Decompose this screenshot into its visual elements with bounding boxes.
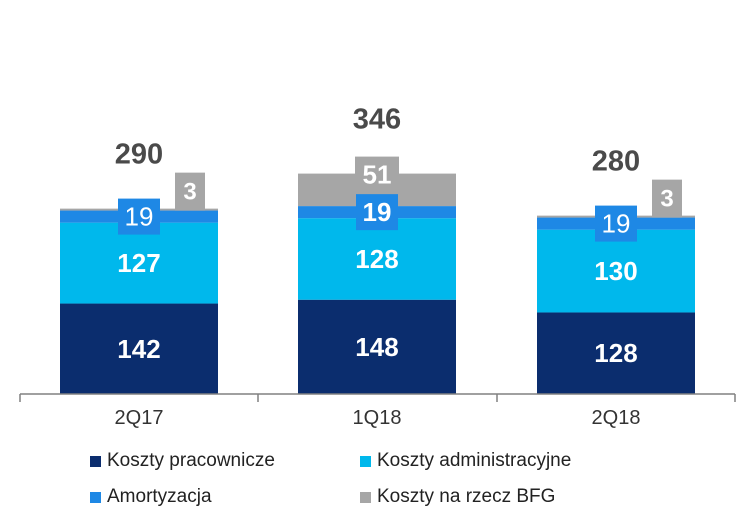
data-label-box	[118, 198, 160, 235]
data-label: 19	[363, 197, 392, 227]
x-tick-label: 1Q18	[353, 407, 402, 429]
data-label: 51	[363, 160, 392, 190]
x-tick-label: 2Q17	[115, 407, 164, 429]
bar-segment	[537, 229, 695, 313]
x-tick-label: 2Q18	[592, 407, 641, 429]
data-label: 3	[183, 179, 196, 206]
data-label: 19	[125, 202, 154, 232]
data-label: 142	[117, 334, 160, 364]
data-label: 3	[660, 186, 673, 213]
bar-segment	[298, 218, 456, 300]
data-label: 148	[355, 332, 398, 362]
total-label: 346	[353, 104, 401, 136]
bar-segment	[60, 222, 218, 304]
bar-segment	[298, 299, 456, 394]
total-label: 280	[592, 146, 640, 178]
data-label-box	[175, 172, 205, 211]
data-label: 128	[355, 244, 398, 274]
total-label: 290	[115, 139, 163, 171]
data-label: 130	[594, 256, 637, 286]
data-label-box	[595, 205, 637, 242]
data-label: 127	[117, 248, 160, 278]
data-label-box	[356, 194, 398, 231]
data-label: 128	[594, 338, 637, 368]
data-label: 19	[602, 209, 631, 239]
bar-segment	[537, 312, 695, 394]
data-label-box	[652, 179, 682, 218]
data-label-box	[355, 156, 399, 193]
bar-segment	[60, 303, 218, 394]
